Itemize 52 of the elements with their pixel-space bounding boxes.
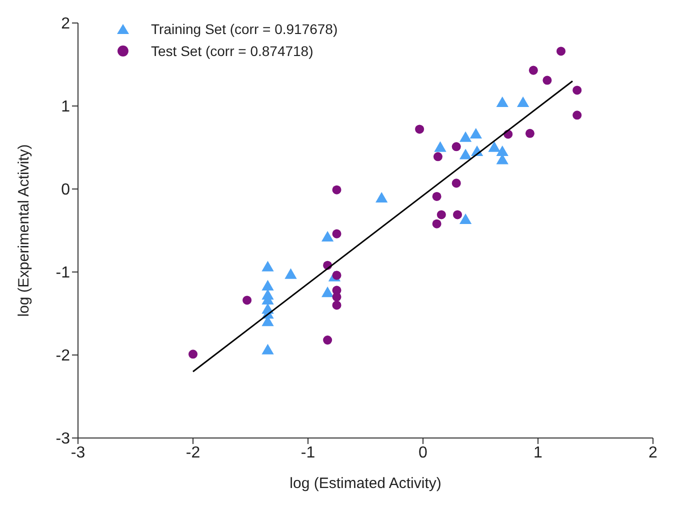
point — [459, 131, 472, 142]
x-tick-label: -2 — [186, 444, 200, 462]
point — [321, 286, 334, 298]
point — [323, 336, 332, 345]
point — [459, 148, 472, 160]
point — [496, 145, 508, 156]
point — [470, 128, 482, 139]
x-tick-label: 2 — [648, 444, 658, 462]
point — [332, 229, 342, 238]
point — [432, 219, 442, 228]
x-axis-title: log (Estimated Activity) — [290, 475, 442, 492]
point — [433, 152, 442, 162]
x-tick-label: 0 — [418, 444, 428, 462]
point — [242, 296, 252, 305]
point — [496, 96, 508, 108]
point — [376, 192, 388, 202]
point — [572, 86, 582, 95]
y-tick-label: -2 — [56, 348, 70, 365]
point — [284, 268, 297, 279]
point — [542, 76, 552, 85]
point — [188, 350, 198, 359]
point — [332, 185, 342, 194]
y-tick-label: -3 — [56, 430, 70, 448]
x-tick-label: 1 — [534, 444, 543, 462]
point — [452, 178, 461, 188]
point — [262, 260, 274, 272]
point — [525, 128, 534, 138]
point — [332, 300, 342, 310]
point — [452, 210, 462, 220]
legend-label: Training Set (corr = 0.917678) — [151, 21, 338, 37]
point — [459, 214, 472, 224]
point — [332, 270, 342, 280]
y-axis-title: log (Experimental Activity) — [15, 144, 32, 317]
y-tick-label: 2 — [61, 16, 70, 33]
point — [262, 280, 274, 290]
y-tick-label: 1 — [61, 98, 70, 116]
point — [432, 192, 442, 201]
point — [434, 141, 446, 152]
y-tick-label: -1 — [56, 264, 70, 282]
point — [516, 96, 530, 108]
point — [321, 230, 334, 242]
point — [436, 210, 446, 220]
point — [452, 142, 461, 152]
point — [528, 66, 538, 75]
legend-label: Test Set (corr = 0.874718) — [151, 43, 314, 59]
point — [572, 110, 582, 120]
point — [262, 344, 274, 354]
point — [488, 141, 500, 152]
x-tick-label: -1 — [300, 444, 316, 462]
y-tick-label: 0 — [61, 182, 70, 199]
point — [415, 124, 424, 134]
point — [556, 46, 566, 56]
